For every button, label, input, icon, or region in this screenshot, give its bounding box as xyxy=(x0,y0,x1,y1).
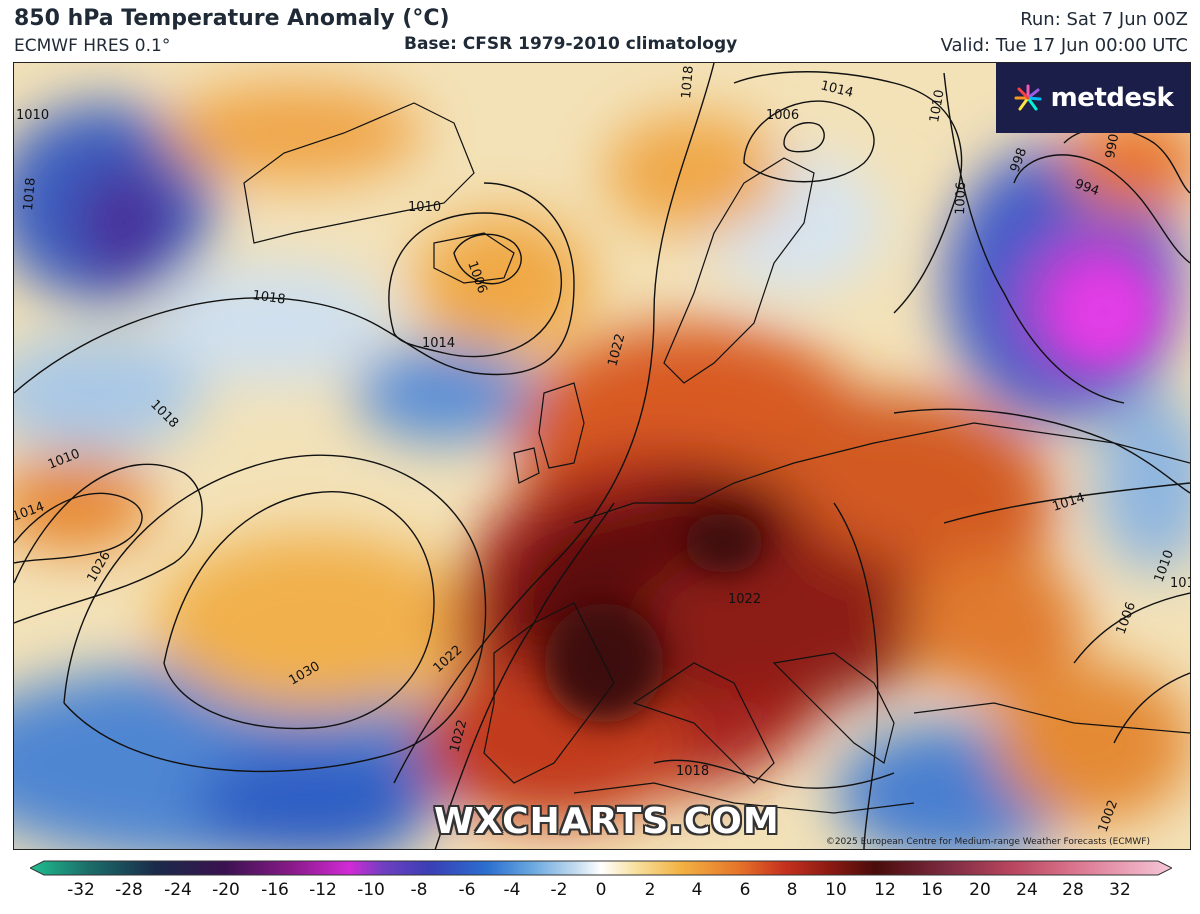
isobar-label: 1018 xyxy=(679,65,697,99)
colorbar-tick: 4 xyxy=(691,880,703,900)
colorbar-tick: -4 xyxy=(503,880,521,900)
isobar-label: 1010 xyxy=(16,108,49,123)
coastlines xyxy=(243,102,1190,814)
run-time-label: Run: Sat 7 Jun 00Z xyxy=(1020,9,1188,30)
climatology-base-label: Base: CFSR 1979-2010 climatology xyxy=(404,34,738,54)
isobar-label: 1014 xyxy=(422,336,455,351)
isobar-label: 1014 xyxy=(1170,576,1190,591)
colorbar xyxy=(30,860,1172,876)
isobar-label: 1006 xyxy=(953,182,969,216)
colorbar-tick: 16 xyxy=(921,880,943,900)
metdesk-logo-icon xyxy=(1014,84,1042,111)
isobar-label: 1010 xyxy=(408,200,441,215)
colorbar-tick: -8 xyxy=(410,880,428,900)
colorbar-tick: 12 xyxy=(874,880,896,900)
isobar-label: 1022 xyxy=(728,592,761,607)
colorbar-tick: -2 xyxy=(550,880,568,900)
valid-time-label: Valid: Tue 17 Jun 00:00 UTC xyxy=(940,35,1188,56)
chart-title: 850 hPa Temperature Anomaly (°C) xyxy=(14,6,450,31)
isobar-label: 1018 xyxy=(676,764,709,779)
colorbar-tick: 28 xyxy=(1062,880,1084,900)
colorbar-tick: 8 xyxy=(786,880,798,900)
colorbar-tick: -10 xyxy=(357,880,385,900)
colorbar-tick: 10 xyxy=(825,880,847,900)
anomaly-field xyxy=(14,83,1190,849)
metdesk-logo-text: metdesk xyxy=(1050,83,1174,113)
map-panel[interactable]: 1010 1018 1010 1006 1014 1014 1006 1010 … xyxy=(13,62,1191,850)
colorbar-tick: -32 xyxy=(67,880,95,900)
colorbar-tick: -20 xyxy=(212,880,240,900)
isobar-label: 1018 xyxy=(21,177,39,211)
colorbar-tick: -16 xyxy=(261,880,289,900)
isobar-label: 990 xyxy=(1103,133,1122,160)
colorbar-tick: -12 xyxy=(309,880,337,900)
colorbar-tick: 32 xyxy=(1109,880,1131,900)
metdesk-logo[interactable]: metdesk xyxy=(996,63,1190,133)
wxcharts-watermark: WXCHARTS.COM xyxy=(434,801,780,842)
colorbar-tick: 2 xyxy=(644,880,656,900)
colorbar-tick: -28 xyxy=(115,880,143,900)
colorbar-tick: -24 xyxy=(164,880,192,900)
colorbar-tick: 6 xyxy=(739,880,751,900)
isobar-label: 1006 xyxy=(766,108,799,123)
anomaly-map: 1010 1018 1010 1006 1014 1014 1006 1010 … xyxy=(14,63,1190,849)
copyright-notice: ©2025 European Centre for Medium-range W… xyxy=(825,837,1150,847)
colorbar-tick: 0 xyxy=(595,880,607,900)
model-label: ECMWF HRES 0.1° xyxy=(14,36,171,56)
colorbar-tick: 24 xyxy=(1016,880,1038,900)
isobar-label: 1018 xyxy=(251,288,286,307)
colorbar-tick: 20 xyxy=(969,880,991,900)
isobar-label: 1010 xyxy=(927,88,948,123)
colorbar-tick-labels: -32 -28 -24 -20 -16 -12 -10 -8 -6 -4 -2 … xyxy=(0,880,1200,910)
colorbar-tick: -6 xyxy=(458,880,476,900)
isobar-contours xyxy=(14,63,1190,849)
